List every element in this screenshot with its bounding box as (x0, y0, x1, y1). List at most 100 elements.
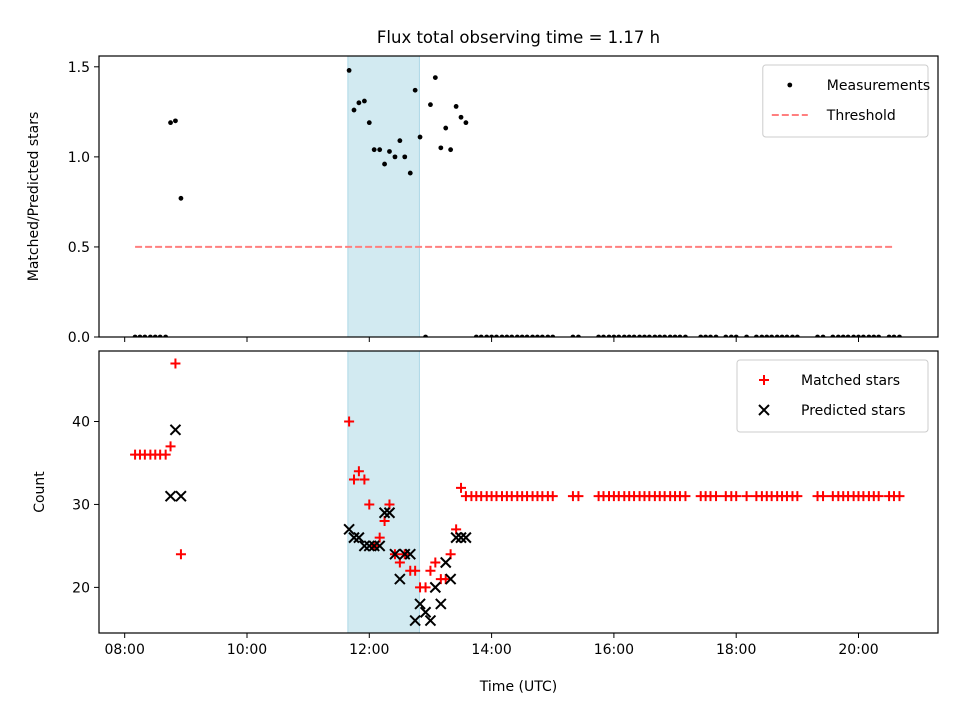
measurement-point (371, 147, 377, 153)
measurement-point (443, 125, 449, 131)
top-legend-box (762, 64, 929, 138)
measurement-point (438, 145, 444, 151)
measurement-point (428, 102, 433, 108)
matched-star-marker (430, 557, 441, 568)
legend-label: Threshold (826, 108, 896, 124)
predicted-star-marker (353, 531, 365, 544)
matched-star-marker (175, 549, 186, 560)
legend-marker-swatch (758, 404, 770, 416)
measurement-point (366, 120, 372, 126)
measurement-point (387, 149, 392, 154)
top-axes-frame (98, 55, 939, 338)
matched-star-marker (680, 491, 691, 502)
predicted-star-marker (358, 540, 371, 552)
x-tick-label: 14:00 (471, 642, 511, 658)
measurement-point (392, 154, 398, 160)
bottom-legend: Matched stars Predicted stars (736, 359, 929, 433)
predicted-star-marker (389, 548, 401, 560)
measurement-point (407, 170, 413, 176)
predicted-star-marker (343, 523, 355, 536)
measurement-point (178, 195, 184, 201)
measurement-point (173, 118, 178, 124)
measurement-point (448, 147, 454, 153)
matched-star-marker (344, 416, 355, 427)
matched-star-marker (364, 499, 375, 510)
predicted-star-marker (435, 598, 447, 610)
predicted-star-marker (414, 598, 426, 610)
measurement-point (458, 114, 464, 120)
matched-star-marker (873, 491, 884, 502)
matched-star-marker (420, 582, 431, 593)
measurement-point (417, 134, 423, 140)
predicted-star-marker (383, 507, 396, 519)
predicted-star-marker (440, 556, 452, 569)
legend-label: Predicted stars (801, 403, 906, 419)
top-legend: Measurements Threshold (762, 64, 930, 138)
measurement-point (351, 107, 357, 113)
measurement-point (432, 75, 438, 81)
matched-star-marker (410, 565, 421, 576)
matched-star-marker (547, 491, 558, 502)
top-y-axis-label: Matched/Predicted stars (26, 112, 42, 282)
predicted-star-marker (455, 531, 467, 544)
x-tick-label: 16:00 (594, 642, 634, 658)
measurement-point (463, 120, 469, 126)
predicted-star-marker (348, 531, 360, 544)
predicted-star-marker (363, 540, 375, 552)
measurement-point (453, 104, 459, 109)
bottom-axes-frame (98, 350, 939, 634)
measurement-point (361, 98, 367, 104)
bottom-y-tick-label: 30 (72, 497, 90, 513)
matched-star-marker (359, 474, 370, 485)
bottom-shaded-interval (347, 350, 420, 634)
x-tick-label: 20:00 (838, 642, 878, 658)
x-tick-label: 18:00 (716, 642, 756, 658)
legend-marker-swatch (759, 375, 769, 385)
predicted-star-marker (169, 424, 182, 436)
measurement-point (402, 154, 408, 160)
measurement-point (377, 147, 383, 153)
matched-star-marker (711, 491, 722, 502)
bottom-plot-area (130, 358, 905, 627)
predicted-star-marker (404, 548, 416, 560)
predicted-star-marker (373, 540, 386, 552)
top-y-tick-label: 0.5 (68, 240, 90, 256)
predicted-star-marker (424, 614, 437, 627)
chart-title: Flux total observing time = 1.17 h (377, 28, 660, 47)
matched-star-marker (894, 491, 905, 502)
matched-star-marker (731, 491, 742, 502)
bottom-series-1 (164, 424, 472, 627)
bottom-panel: 20 30 40 08:00 10:00 12:00 14:00 16:00 18:00 20:0… (32, 350, 939, 658)
bottom-legend-box (736, 359, 929, 433)
matched-star-marker (456, 482, 467, 493)
top-shaded-interval (347, 55, 420, 338)
matched-star-marker (573, 491, 584, 502)
matched-star-marker (165, 441, 176, 452)
matched-star-marker (349, 474, 360, 485)
x-tick-label: 08:00 (105, 642, 145, 658)
measurement-point (382, 161, 387, 167)
predicted-star-marker (444, 573, 457, 585)
predicted-star-marker (450, 531, 462, 544)
predicted-star-marker (175, 490, 187, 502)
top-y-tick-label: 1.0 (68, 150, 90, 166)
matched-star-marker (818, 491, 829, 502)
bottom-y-tick-label: 20 (72, 580, 90, 596)
matched-star-marker (353, 466, 364, 477)
measurement-point (397, 138, 403, 144)
measurement-point (356, 100, 362, 106)
legend-label: Measurements (827, 78, 930, 94)
predicted-star-marker (419, 606, 432, 618)
x-axis-label: Time (UTC) (479, 679, 557, 695)
matched-star-marker (374, 532, 385, 543)
bottom-series-0 (130, 358, 905, 593)
predicted-star-marker (378, 507, 391, 519)
x-tick-label: 12:00 (349, 642, 389, 658)
predicted-star-marker (409, 614, 421, 627)
matched-star-marker (440, 574, 451, 585)
bottom-y-tick-label: 40 (72, 415, 90, 431)
bottom-y-axis-label: Count (32, 471, 48, 513)
predicted-star-marker (429, 581, 442, 594)
top-panel: 0.0 0.5 1.0 1.5 Matched/Predicted stars Measu… (26, 55, 939, 346)
